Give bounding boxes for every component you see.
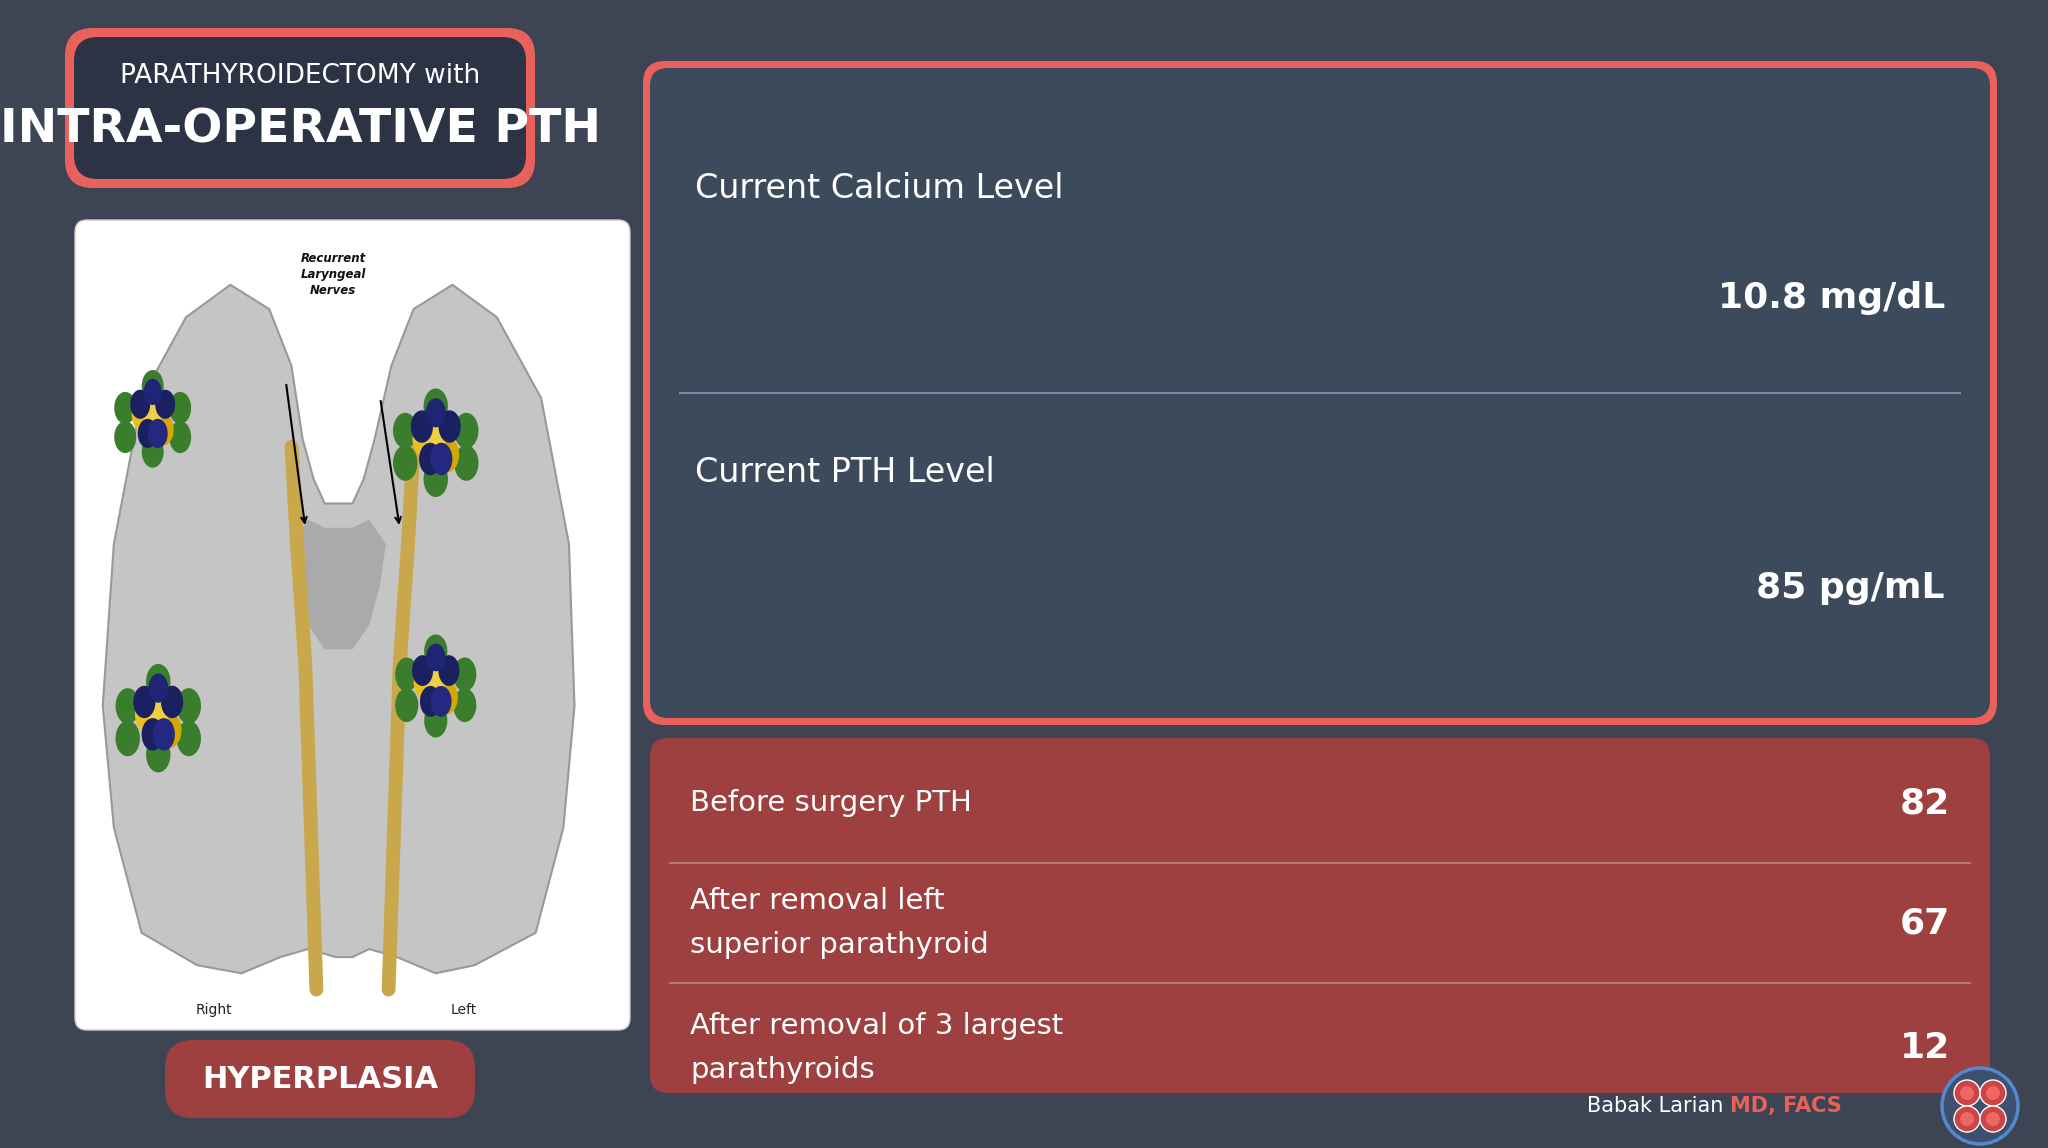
Circle shape (434, 681, 459, 714)
Text: 85 pg/mL: 85 pg/mL (1757, 571, 1946, 605)
Text: After removal left: After removal left (690, 887, 944, 915)
Circle shape (176, 688, 201, 724)
Circle shape (115, 391, 137, 424)
Text: Left: Left (451, 1002, 477, 1017)
Text: parathyroids: parathyroids (690, 1056, 874, 1084)
Circle shape (412, 656, 432, 687)
Circle shape (158, 713, 182, 748)
Circle shape (115, 421, 137, 453)
FancyBboxPatch shape (649, 738, 1991, 1093)
Text: MD, FACS: MD, FACS (1731, 1096, 1841, 1116)
Circle shape (152, 413, 174, 445)
Text: INTRA-OPERATIVE PTH: INTRA-OPERATIVE PTH (0, 108, 600, 153)
Circle shape (414, 665, 436, 699)
Circle shape (141, 435, 164, 467)
Circle shape (143, 379, 162, 405)
Circle shape (455, 413, 479, 449)
Circle shape (156, 389, 176, 419)
Circle shape (145, 737, 170, 773)
FancyBboxPatch shape (66, 28, 535, 188)
Circle shape (137, 419, 158, 448)
Circle shape (412, 421, 436, 457)
Circle shape (453, 689, 477, 722)
Circle shape (1980, 1080, 2005, 1106)
Circle shape (145, 664, 170, 699)
Circle shape (412, 410, 432, 443)
Circle shape (426, 398, 446, 427)
Text: Recurrent
Laryngeal
Nerves: Recurrent Laryngeal Nerves (301, 253, 367, 297)
Circle shape (143, 397, 162, 426)
FancyBboxPatch shape (74, 37, 526, 179)
Circle shape (1987, 1112, 2001, 1126)
Circle shape (420, 687, 440, 716)
Text: PARATHYROIDECTOMY with: PARATHYROIDECTOMY with (121, 63, 479, 90)
Circle shape (154, 719, 174, 751)
Circle shape (141, 370, 164, 402)
Circle shape (162, 685, 182, 719)
Circle shape (420, 443, 440, 475)
Circle shape (1980, 1106, 2005, 1132)
Text: Before surgery PTH: Before surgery PTH (690, 789, 973, 817)
Circle shape (115, 721, 139, 757)
Text: superior parathyroid: superior parathyroid (690, 931, 989, 959)
Circle shape (147, 674, 168, 703)
Text: 67: 67 (1901, 906, 1950, 940)
Circle shape (426, 644, 444, 672)
Circle shape (395, 658, 418, 691)
Circle shape (141, 719, 164, 751)
Circle shape (393, 413, 418, 449)
Circle shape (115, 688, 139, 724)
FancyBboxPatch shape (166, 1040, 475, 1118)
Circle shape (147, 419, 168, 448)
Circle shape (438, 410, 461, 443)
Circle shape (455, 445, 479, 481)
FancyBboxPatch shape (76, 220, 631, 1030)
Circle shape (1954, 1106, 1980, 1132)
Polygon shape (291, 520, 385, 650)
Circle shape (131, 400, 154, 432)
Text: Babak Larian: Babak Larian (1587, 1096, 1731, 1116)
Circle shape (1942, 1068, 2017, 1145)
Circle shape (1960, 1112, 1974, 1126)
Circle shape (133, 685, 156, 719)
Circle shape (395, 689, 418, 722)
Polygon shape (102, 285, 575, 974)
Circle shape (424, 635, 446, 668)
Text: 12: 12 (1901, 1031, 1950, 1065)
Circle shape (424, 461, 449, 497)
Circle shape (424, 388, 449, 424)
Circle shape (430, 687, 451, 716)
Circle shape (131, 389, 150, 419)
Text: After removal of 3 largest: After removal of 3 largest (690, 1013, 1063, 1040)
Circle shape (424, 704, 446, 737)
FancyBboxPatch shape (649, 68, 1991, 718)
Circle shape (170, 391, 190, 424)
Circle shape (176, 721, 201, 757)
Text: Right: Right (195, 1002, 231, 1017)
Circle shape (453, 658, 477, 691)
Circle shape (393, 445, 418, 481)
Text: HYPERPLASIA: HYPERPLASIA (203, 1064, 438, 1094)
Circle shape (1987, 1086, 2001, 1100)
Circle shape (438, 656, 459, 687)
Text: Current PTH Level: Current PTH Level (694, 457, 995, 489)
Circle shape (1954, 1080, 1980, 1106)
Text: Current Calcium Level: Current Calcium Level (694, 171, 1063, 204)
Circle shape (434, 437, 459, 473)
Text: 10.8 mg/dL: 10.8 mg/dL (1718, 281, 1946, 315)
Circle shape (147, 693, 170, 727)
Text: 82: 82 (1901, 786, 1950, 820)
Circle shape (430, 443, 453, 475)
Circle shape (170, 421, 190, 453)
FancyBboxPatch shape (643, 61, 1997, 726)
Circle shape (135, 697, 160, 732)
Circle shape (426, 662, 446, 693)
Circle shape (1960, 1086, 1974, 1100)
Circle shape (424, 419, 446, 451)
